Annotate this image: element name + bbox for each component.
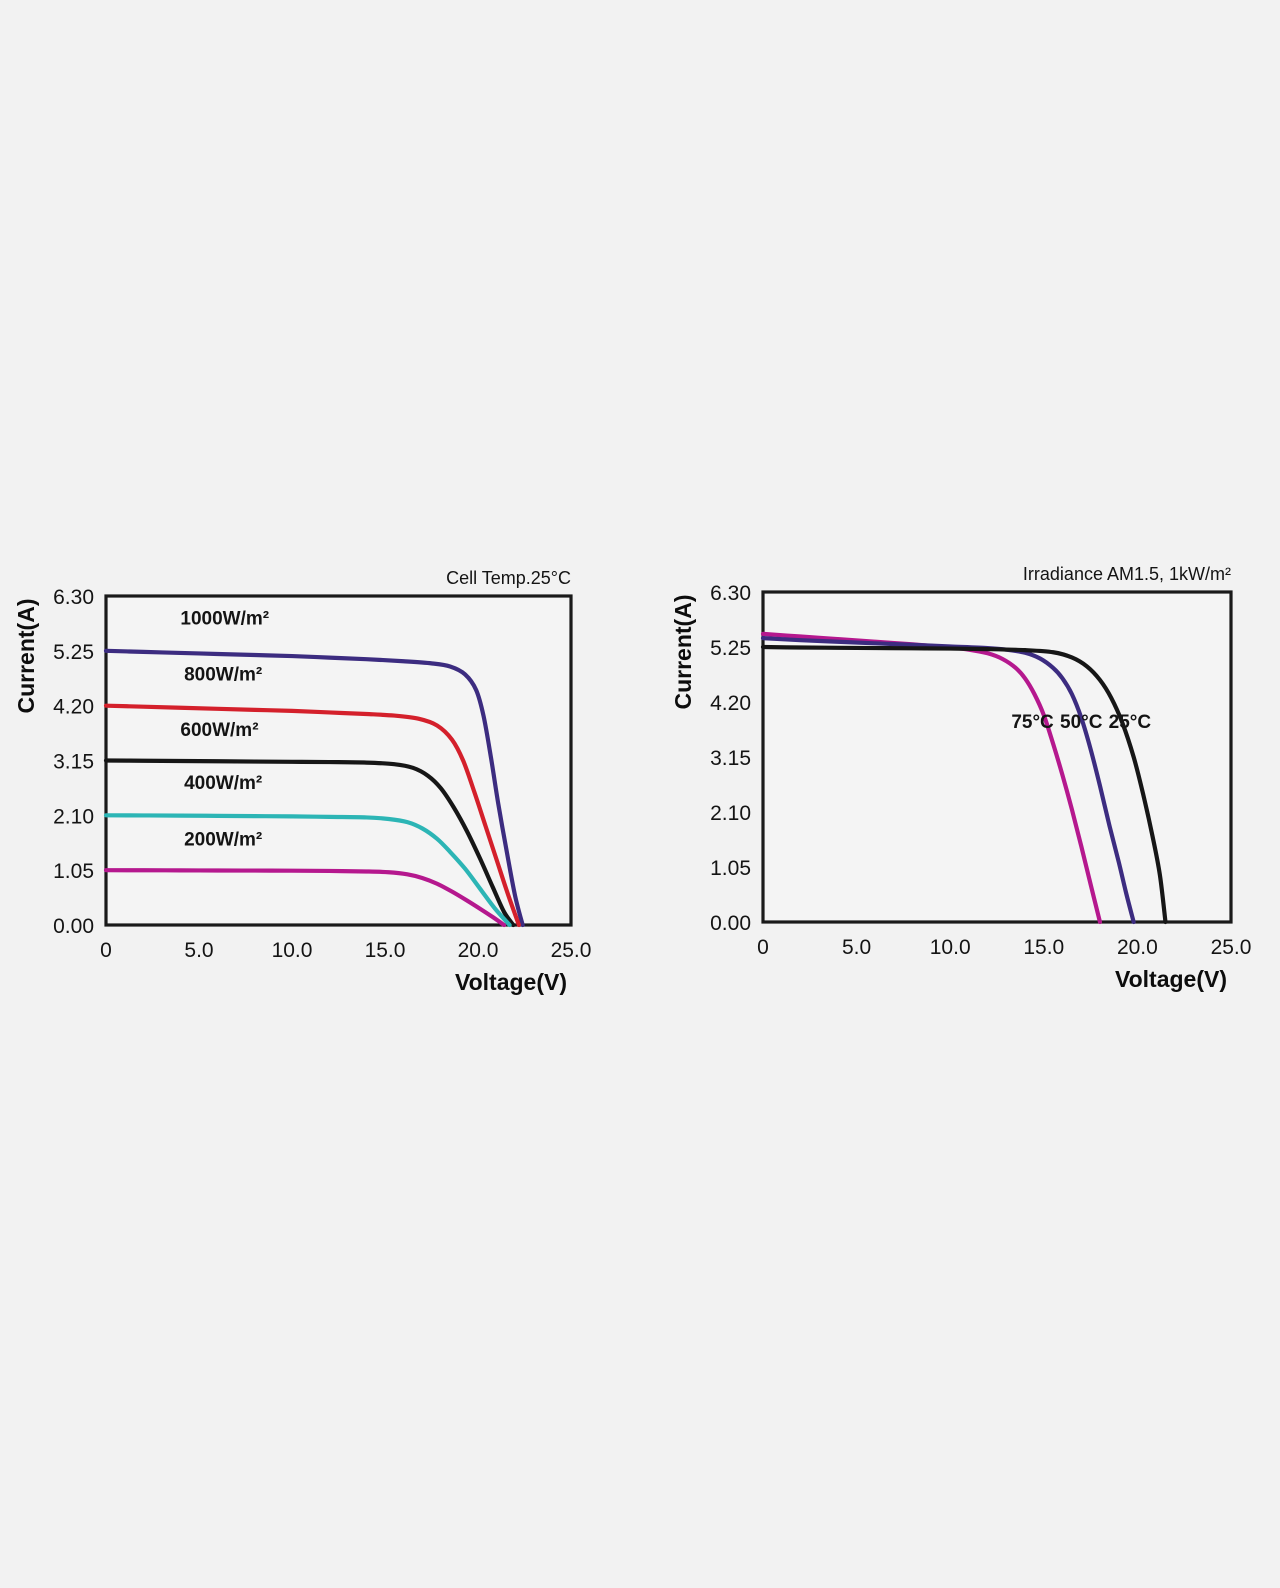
x-tick-label: 15.0: [365, 939, 406, 962]
series-curve: [760, 644, 1168, 925]
series-curve: [103, 648, 525, 928]
chart-annotation: Cell Temp.25°C: [446, 568, 571, 588]
x-tick-label: 25.0: [1211, 936, 1252, 959]
y-tick-label: 4.20: [710, 692, 751, 715]
series-label: 200W/m²: [184, 830, 262, 851]
series-curve: [103, 868, 507, 928]
y-tick-label: 3.15: [710, 747, 751, 770]
y-tick-label: 1.05: [710, 857, 751, 880]
series-label: 600W/m²: [180, 720, 258, 741]
series-label: 800W/m²: [184, 665, 262, 686]
y-tick-label: 3.15: [53, 751, 94, 774]
series-label: 1000W/m²: [180, 609, 269, 630]
x-tick-label: 5.0: [184, 939, 213, 962]
series-label: 25°C: [1109, 712, 1152, 733]
y-tick-label: 2.10: [53, 805, 94, 828]
chart-annotation: Irradiance AM1.5, 1kW/m²: [1023, 564, 1231, 584]
y-tick-label: 6.30: [710, 582, 751, 605]
series-label: 400W/m²: [184, 773, 262, 794]
x-tick-label: 0: [100, 939, 112, 962]
x-tick-label: 10.0: [272, 939, 313, 962]
series-curve: [760, 636, 1136, 925]
chart-left-svg: 0.00 1.05 2.10 3.15 4.20 5.25 6.30 0 5.0 10.0 15.0…: [13, 568, 592, 995]
y-tick-label: 5.25: [53, 641, 94, 664]
series-curve: [103, 813, 512, 928]
x-tick-label: 15.0: [1023, 936, 1064, 959]
series-label: 75°C: [1011, 712, 1054, 733]
series-curve: [103, 758, 516, 928]
chart-right-svg: 0.00 1.05 2.10 3.15 4.20 5.25 6.30 0 5.0 10.0 15.0…: [670, 564, 1252, 992]
x-axis-title: Voltage(V): [1115, 966, 1227, 992]
x-tick-label: 20.0: [458, 939, 499, 962]
y-tick-label: 1.05: [53, 860, 94, 883]
series-label: 50°C: [1060, 712, 1103, 733]
y-tick-label: 4.20: [53, 696, 94, 719]
y-tick-label: 5.25: [710, 637, 751, 660]
x-axis-title: Voltage(V): [455, 969, 567, 995]
series-curve: [103, 703, 522, 928]
y-tick-label: 2.10: [710, 802, 751, 825]
x-tick-label: 25.0: [551, 939, 592, 962]
x-tick-label: 10.0: [930, 936, 971, 959]
chart-irradiance-iv-curves: 0.00 1.05 2.10 3.15 4.20 5.25 6.30 0 5.0 10.0 15.0…: [0, 560, 640, 1000]
y-axis-title: Current(A): [13, 599, 39, 714]
chart-temperature-iv-curves: 0.00 1.05 2.10 3.15 4.20 5.25 6.30 0 5.0 10.0 15.0…: [640, 560, 1280, 1000]
y-tick-label: 0.00: [53, 915, 94, 938]
x-tick-label: 20.0: [1117, 936, 1158, 959]
y-axis-title: Current(A): [670, 595, 696, 710]
x-tick-label: 5.0: [842, 936, 871, 959]
y-tick-label: 0.00: [710, 912, 751, 935]
x-tick-label: 0: [757, 936, 769, 959]
y-tick-label: 6.30: [53, 586, 94, 609]
